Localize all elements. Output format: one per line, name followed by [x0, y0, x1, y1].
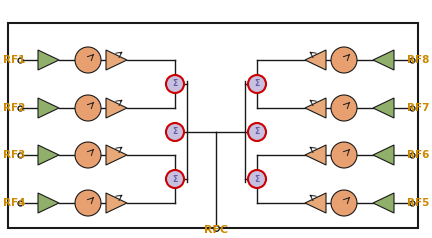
- Polygon shape: [38, 193, 59, 213]
- Polygon shape: [305, 145, 326, 165]
- Polygon shape: [373, 193, 394, 213]
- Circle shape: [75, 142, 101, 168]
- Polygon shape: [106, 193, 127, 213]
- Polygon shape: [106, 50, 127, 70]
- Circle shape: [75, 47, 101, 73]
- Polygon shape: [38, 98, 59, 118]
- Polygon shape: [38, 50, 59, 70]
- Text: RF2: RF2: [3, 103, 25, 113]
- Circle shape: [331, 190, 357, 216]
- Polygon shape: [38, 145, 59, 165]
- Text: Σ: Σ: [172, 128, 178, 137]
- Text: RF3: RF3: [3, 150, 25, 160]
- Polygon shape: [373, 50, 394, 70]
- Circle shape: [248, 123, 266, 141]
- Text: RF6: RF6: [407, 150, 429, 160]
- Text: RF7: RF7: [407, 103, 429, 113]
- Text: RF5: RF5: [407, 198, 429, 208]
- Circle shape: [331, 142, 357, 168]
- Polygon shape: [373, 145, 394, 165]
- Polygon shape: [106, 145, 127, 165]
- Text: Σ: Σ: [254, 79, 260, 89]
- Circle shape: [248, 75, 266, 93]
- Circle shape: [75, 190, 101, 216]
- Polygon shape: [373, 98, 394, 118]
- Circle shape: [75, 95, 101, 121]
- Polygon shape: [305, 98, 326, 118]
- Polygon shape: [305, 50, 326, 70]
- Circle shape: [166, 123, 184, 141]
- Circle shape: [166, 75, 184, 93]
- Text: RFC: RFC: [204, 225, 228, 235]
- Circle shape: [331, 47, 357, 73]
- Polygon shape: [106, 98, 127, 118]
- Text: RF1: RF1: [3, 55, 25, 65]
- Bar: [8, 23, 418, 228]
- Polygon shape: [305, 193, 326, 213]
- Text: Σ: Σ: [254, 174, 260, 183]
- Text: RF8: RF8: [407, 55, 429, 65]
- Text: Σ: Σ: [254, 128, 260, 137]
- Circle shape: [248, 170, 266, 188]
- Text: RF4: RF4: [3, 198, 25, 208]
- Text: Σ: Σ: [172, 174, 178, 183]
- Circle shape: [166, 170, 184, 188]
- Circle shape: [331, 95, 357, 121]
- Text: Σ: Σ: [172, 79, 178, 89]
